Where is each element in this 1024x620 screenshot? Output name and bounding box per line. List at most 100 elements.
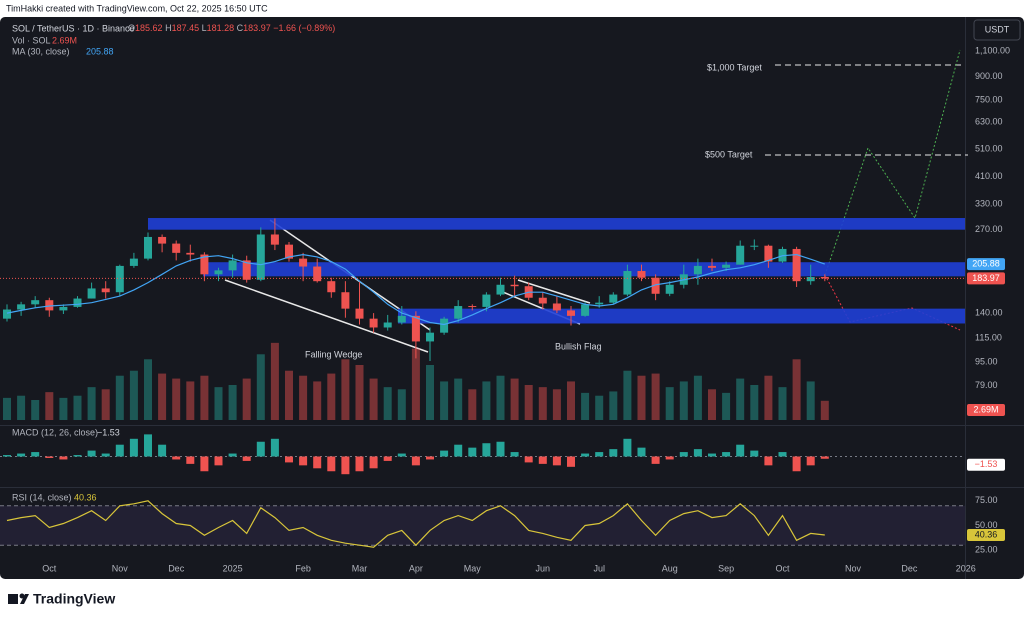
candle-body	[285, 244, 293, 259]
ohlc-label: H	[165, 23, 172, 33]
volume-bar	[172, 378, 181, 420]
volume-bar	[341, 359, 350, 420]
macd-bar	[411, 456, 420, 466]
macd-bar	[228, 453, 237, 457]
macd-bar	[158, 444, 167, 457]
macd-bar	[482, 443, 491, 457]
chart-background	[0, 17, 1024, 579]
wedge-line	[224, 279, 429, 353]
volume-legend-value: 2.69M	[52, 35, 77, 45]
candle-body	[665, 284, 674, 294]
macd-bar	[214, 456, 223, 466]
macd-bar	[538, 456, 547, 464]
macd-bar	[750, 450, 759, 457]
volume-bar	[17, 395, 26, 420]
volume-bar	[144, 359, 152, 420]
volume-bar	[510, 378, 519, 420]
volume-bar	[214, 387, 223, 420]
ma-name: MA (30, close)	[12, 46, 70, 56]
x-tick-label: Oct	[775, 563, 790, 573]
x-tick-label: Aug	[662, 563, 678, 573]
volume-bar	[679, 381, 688, 420]
y-tick-label: 410.00	[975, 171, 1003, 181]
volume-bar	[3, 397, 11, 420]
macd-badge: −1.53	[975, 459, 998, 469]
ohlc-label: L	[202, 23, 207, 33]
ma-badge: 205.88	[972, 258, 1000, 268]
volume-bar	[313, 381, 322, 420]
volume-bar	[369, 378, 378, 420]
volume-bar	[228, 385, 237, 420]
volume-bar	[552, 389, 561, 420]
y-tick-label: 115.00	[975, 332, 1002, 342]
y-tick-label: 1,100.00	[975, 46, 1010, 56]
x-tick-label: Feb	[295, 563, 311, 573]
macd-bar	[595, 452, 604, 457]
volume-name: Vol · SOL	[12, 35, 51, 45]
volume-bar	[73, 395, 82, 420]
change-label: −1.66 (−0.89%)	[273, 23, 335, 33]
candle-body	[214, 270, 223, 275]
candle-body	[101, 288, 110, 293]
macd-bar	[285, 456, 293, 463]
macd-bar	[186, 456, 195, 464]
logo-mark	[19, 593, 25, 599]
macd-bar	[45, 456, 54, 458]
candle-body	[327, 281, 336, 293]
volume-bar	[820, 400, 829, 420]
ohlc-value: 181.28	[207, 23, 235, 33]
candle-body	[158, 236, 167, 244]
macd-bar	[637, 447, 646, 457]
y-tick-label: 270.00	[975, 224, 1003, 234]
ohlc-label: O	[128, 23, 135, 33]
candle-body	[73, 298, 82, 307]
macd-bar	[87, 450, 96, 457]
candle-body	[200, 254, 209, 275]
macd-bar	[510, 452, 519, 457]
candle-body	[129, 258, 138, 266]
logo-mark	[20, 594, 29, 604]
currency-button[interactable]	[973, 19, 1021, 41]
macd-bar	[651, 456, 660, 464]
volume-bar	[411, 348, 420, 420]
volume-bar	[567, 381, 575, 420]
volume-bar	[158, 373, 167, 420]
candle-body	[172, 243, 181, 253]
volume-bar	[299, 375, 308, 420]
candle-body	[341, 292, 350, 309]
currency-label[interactable]: USDT	[985, 24, 1010, 34]
macd-bar	[552, 456, 561, 466]
volume-bar	[31, 400, 40, 420]
volume-bar	[454, 378, 463, 420]
x-tick-label: Nov	[845, 563, 862, 573]
rsi-badge: 40.36	[975, 529, 998, 539]
macd-bar	[129, 438, 138, 457]
y-tick-label: 630.00	[975, 116, 1003, 126]
attribution: TimHakki created with TradingView.com, O…	[6, 3, 268, 13]
candle-body	[3, 309, 11, 319]
macd-badge-bg	[967, 458, 1005, 471]
macd-bar	[679, 452, 688, 457]
macd-bar	[764, 456, 773, 466]
candle-body	[708, 265, 716, 268]
flag-line	[517, 279, 591, 304]
volume-bar	[383, 387, 392, 420]
macd-bar	[468, 447, 477, 457]
macd-bar	[708, 453, 716, 457]
x-tick-label: Nov	[112, 563, 129, 573]
candle-body	[468, 306, 477, 308]
macd-bar	[200, 456, 209, 472]
macd-bar	[567, 456, 575, 467]
volume-bar	[693, 375, 702, 420]
x-tick-label: Jun	[536, 563, 551, 573]
y-tick-label: 750.00	[975, 94, 1003, 104]
rsi-name: RSI (14, close)	[12, 492, 72, 502]
macd-bar	[3, 455, 11, 457]
y-tick-label: 330.00	[975, 199, 1003, 209]
ohlc-value: 185.62	[135, 23, 163, 33]
candle-body	[792, 248, 801, 282]
macd-bar	[355, 456, 364, 472]
x-tick-label: Jul	[593, 563, 605, 573]
volume-bar	[115, 375, 124, 420]
